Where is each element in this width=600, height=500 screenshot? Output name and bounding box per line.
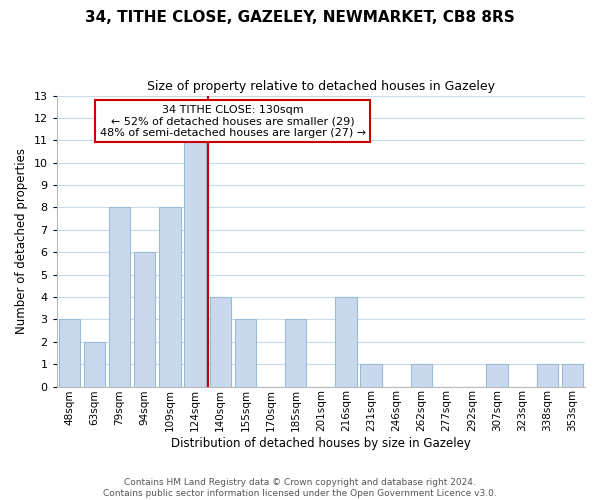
Text: 34, TITHE CLOSE, GAZELEY, NEWMARKET, CB8 8RS: 34, TITHE CLOSE, GAZELEY, NEWMARKET, CB8… <box>85 10 515 25</box>
Bar <box>285 320 307 386</box>
Text: 34 TITHE CLOSE: 130sqm
← 52% of detached houses are smaller (29)
48% of semi-det: 34 TITHE CLOSE: 130sqm ← 52% of detached… <box>100 104 366 138</box>
Bar <box>109 208 130 386</box>
Title: Size of property relative to detached houses in Gazeley: Size of property relative to detached ho… <box>147 80 495 93</box>
Bar <box>184 140 206 386</box>
Bar <box>209 297 231 386</box>
Bar <box>562 364 583 386</box>
Text: Contains HM Land Registry data © Crown copyright and database right 2024.
Contai: Contains HM Land Registry data © Crown c… <box>103 478 497 498</box>
Bar <box>235 320 256 386</box>
Y-axis label: Number of detached properties: Number of detached properties <box>15 148 28 334</box>
Bar <box>159 208 181 386</box>
Bar <box>361 364 382 386</box>
Bar <box>84 342 105 386</box>
Bar <box>59 320 80 386</box>
Bar <box>411 364 432 386</box>
Bar <box>134 252 155 386</box>
Bar <box>536 364 558 386</box>
X-axis label: Distribution of detached houses by size in Gazeley: Distribution of detached houses by size … <box>171 437 471 450</box>
Bar <box>486 364 508 386</box>
Bar <box>335 297 357 386</box>
